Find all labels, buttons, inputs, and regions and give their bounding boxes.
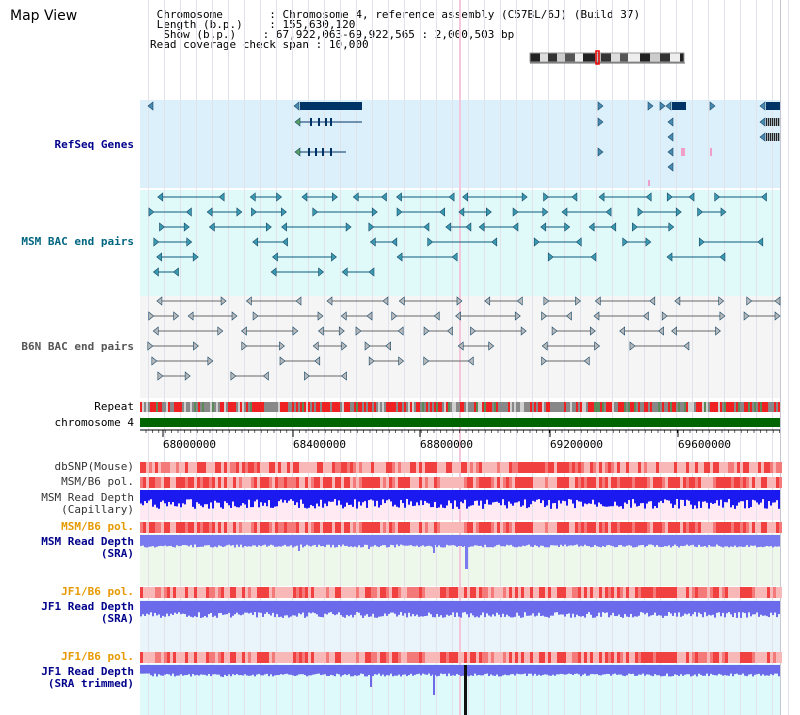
b6n-bac-end-pairs[interactable] — [147, 296, 781, 381]
ruler: 68000000 68400000 68800000 69200000 69600000 — [140, 429, 780, 451]
msm-read-depth-sra[interactable] — [140, 535, 780, 569]
info-row-coverage-span: Read coverage check span : 10,000 — [150, 38, 369, 51]
chromosome-bar[interactable] — [140, 418, 780, 427]
msm-read-depth-sra-label: MSM Read Depth (SRA) — [41, 535, 134, 560]
dbsnp-track-label: dbSNP(Mouse) — [54, 460, 134, 473]
jf1-b6-pol-track-label: JF1/B6 pol. — [61, 585, 134, 598]
msm-bac-end-pairs[interactable] — [148, 192, 767, 277]
jf1-read-depth-sra[interactable] — [140, 601, 780, 618]
ruler-tick-label: 69200000 — [550, 438, 603, 451]
chromosome-track-label: chromosome 4 — [54, 416, 134, 429]
msm-read-depth-capillary[interactable] — [140, 490, 780, 509]
page-title: Map View — [10, 8, 78, 24]
ruler-tick-label: 68800000 — [420, 438, 473, 451]
ideogram-position-marker — [595, 50, 600, 65]
chromosome-ideogram[interactable] — [529, 50, 685, 65]
jf1-read-depth-trimmed-label: JF1 Read Depth (SRA trimmed) — [41, 665, 134, 690]
dbsnp-track[interactable] — [140, 462, 782, 473]
repeat-track[interactable] — [140, 402, 780, 412]
msm-b6-pol-track[interactable] — [140, 477, 782, 488]
msm-b6-pol-track-label: MSM/B6 pol. — [61, 475, 134, 488]
jf1-b6-pol-track[interactable] — [140, 587, 782, 598]
ruler-tick-label: 69600000 — [678, 438, 731, 451]
b6n-bac-track-label: B6N BAC end pairs — [21, 340, 134, 353]
msm-b6-pol-2-track[interactable] — [140, 522, 782, 533]
repeat-track-label: Repeat — [94, 400, 134, 413]
msm-bac-track-label: MSM BAC end pairs — [21, 235, 134, 248]
ruler-tick-label: 68400000 — [293, 438, 346, 451]
info-row-show: Show (b.p.) : 67,922,063-69,922,565 : 2,… — [163, 28, 515, 41]
jf1-read-depth-trimmed[interactable] — [140, 665, 780, 715]
jf1-b6-pol-2-track[interactable] — [140, 652, 782, 663]
msm-read-depth-capillary-label: MSM Read Depth (Capillary) — [41, 491, 134, 516]
jf1-b6-pol-2-track-label: JF1/B6 pol. — [61, 650, 134, 663]
ruler-tick-label: 68000000 — [163, 438, 216, 451]
refseq-track-label: RefSeq Genes — [54, 138, 134, 151]
msm-b6-pol-2-track-label: MSM/B6 pol. — [61, 520, 134, 533]
info-row-length: Length (b.p.) : 155,630,120 — [156, 18, 356, 31]
jf1-read-depth-sra-label: JF1 Read Depth (SRA) — [41, 600, 134, 625]
refseq-genes[interactable] — [147, 101, 780, 186]
